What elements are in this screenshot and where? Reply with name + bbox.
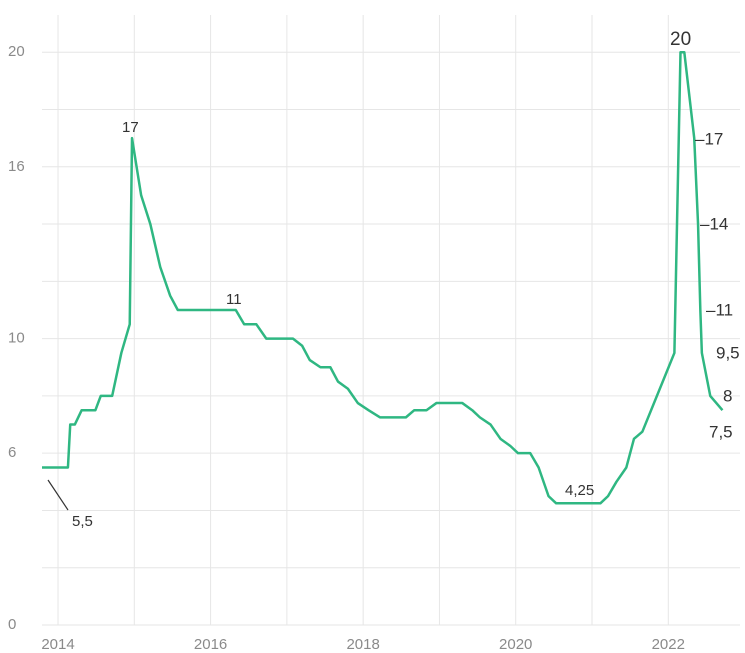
annotation: 20 — [670, 29, 691, 50]
x-tick-label: 2022 — [652, 636, 685, 653]
annotation: 7,5 — [709, 422, 733, 441]
annotation: –17 — [695, 129, 723, 148]
x-tick-label: 2020 — [499, 636, 532, 653]
annotation: 5,5 — [72, 513, 93, 530]
y-tick-label: 10 — [8, 330, 25, 347]
annotation: 11 — [226, 291, 242, 308]
data-line — [42, 50, 724, 505]
annotation: 17 — [122, 119, 139, 136]
annotation: –11 — [706, 300, 733, 319]
annotation: 8 — [723, 386, 732, 405]
leader-line — [47, 479, 69, 511]
y-tick-label: 6 — [8, 444, 16, 461]
x-tick-label: 2014 — [41, 636, 74, 653]
y-tick-label: 0 — [8, 616, 16, 633]
x-tick-label: 2016 — [194, 636, 227, 653]
y-tick-label: 20 — [8, 43, 25, 60]
y-tick-label: 16 — [8, 158, 25, 175]
annotation: –14 — [700, 214, 728, 233]
annotation: 9,5 — [716, 343, 740, 362]
annotation: 4,25 — [565, 482, 594, 499]
x-tick-label: 2018 — [346, 636, 379, 653]
